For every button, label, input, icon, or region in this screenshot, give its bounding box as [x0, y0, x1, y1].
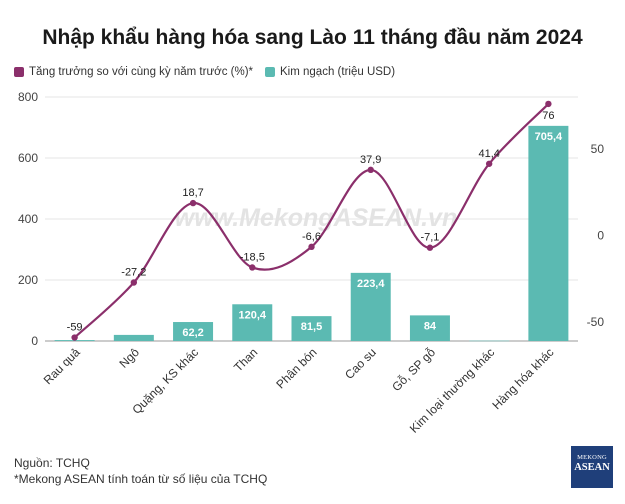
- legend: Tăng trưởng so với cùng kỳ năm trước (%)…: [14, 66, 407, 78]
- bar-value-label: 62,2: [182, 327, 203, 339]
- left-axis-tick-label: 200: [18, 273, 38, 287]
- bar: [232, 304, 273, 341]
- bar: [469, 340, 510, 342]
- growth-value-label: -27,2: [121, 267, 146, 279]
- growth-point: [545, 100, 552, 108]
- bar-value-label: 81,5: [301, 321, 322, 333]
- legend-label-growth: Tăng trưởng so với cùng kỳ năm trước (%)…: [29, 66, 254, 78]
- growth-line: [71, 100, 552, 341]
- logo-line1: MEKONG: [577, 454, 607, 461]
- category-label: Gỗ, SP gỗ: [388, 344, 438, 394]
- growth-value-label: 41,4: [478, 148, 499, 160]
- growth-value-label: -18,5: [240, 251, 265, 263]
- data-labels: 62,2 120,4 81,5 223,4 84 705,4 -59 -27,2 18,7 -18…: [67, 110, 563, 339]
- left-axis-tick-label: 600: [18, 151, 38, 165]
- left-axis-tick-label: 0: [31, 334, 38, 348]
- growth-point: [249, 264, 256, 271]
- legend-swatch-growth: [14, 67, 24, 77]
- bar-value-label: 84: [424, 320, 437, 332]
- chart-title: Nhập khẩu hàng hóa sang Lào 11 tháng đầu…: [42, 26, 583, 49]
- growth-value-label: -7,1: [420, 232, 439, 244]
- bar: [350, 272, 391, 341]
- category-label: Phân bón: [273, 345, 319, 391]
- category-label: Hàng hóa khác: [490, 345, 557, 412]
- bar: [528, 125, 569, 341]
- bar: [113, 334, 154, 341]
- source-text: Nguồn: TCHQ: [14, 456, 90, 470]
- bar-value-label: 120,4: [239, 309, 267, 321]
- legend-label-value: Kim ngạch (triệu USD): [280, 66, 396, 78]
- growth-value-label: 18,7: [182, 187, 203, 199]
- growth-point: [71, 334, 78, 341]
- legend-swatch-value: [265, 67, 276, 77]
- legend-item-growth: Tăng trưởng so với cùng kỳ năm trước (%)…: [14, 66, 253, 78]
- growth-value-label: 37,9: [360, 154, 381, 166]
- growth-point: [189, 199, 197, 207]
- category-label: Cao su: [342, 345, 379, 382]
- bar: [173, 322, 214, 341]
- right-axis-tick-label: -50: [587, 315, 605, 329]
- bar-value-label: 705,4: [535, 131, 563, 143]
- category-label: Than: [231, 345, 260, 374]
- legend-item-value: Kim ngạch (triệu USD): [265, 66, 395, 78]
- mekong-asean-logo: MEKONG ASEAN: [571, 446, 613, 488]
- category-label: Ngô: [116, 345, 142, 371]
- watermark: www.MekongASEAN.vn: [175, 204, 457, 232]
- growth-point: [485, 160, 493, 167]
- bar: [291, 316, 332, 341]
- bar: [409, 315, 450, 341]
- growth-point: [308, 243, 315, 251]
- growth-value-label: -6,6: [302, 231, 321, 243]
- right-axis-tick-label: 50: [591, 142, 605, 156]
- growth-point: [426, 244, 434, 251]
- growth-point: [367, 166, 374, 174]
- growth-value-label: 76: [542, 110, 554, 122]
- footnote-text: *Mekong ASEAN tính toán từ số liệu của T…: [14, 472, 268, 486]
- bar-value-label: 223,4: [357, 278, 385, 290]
- bars: [54, 125, 569, 342]
- category-label: Rau quả: [41, 345, 83, 387]
- right-axis-tick-label: 0: [597, 228, 604, 242]
- growth-value-label: -59: [67, 322, 83, 334]
- left-axis-tick-label: 400: [18, 212, 38, 226]
- growth-point: [130, 279, 138, 286]
- logo-line2: ASEAN: [574, 461, 610, 473]
- left-axis-tick-label: 800: [18, 90, 38, 104]
